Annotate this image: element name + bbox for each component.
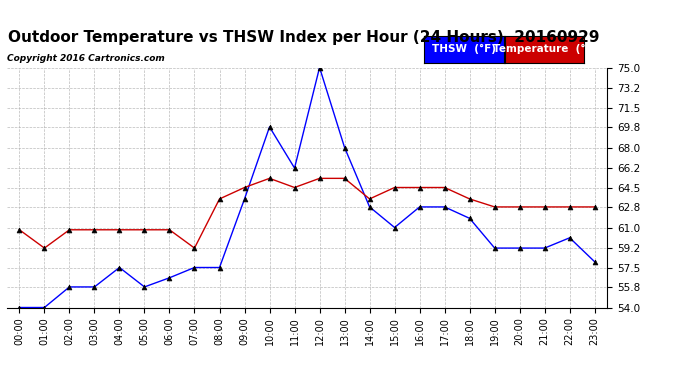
Text: THSW  (°F): THSW (°F) [432,44,496,54]
Text: Copyright 2016 Cartronics.com: Copyright 2016 Cartronics.com [7,54,165,63]
Text: Outdoor Temperature vs THSW Index per Hour (24 Hours)  20160929: Outdoor Temperature vs THSW Index per Ho… [8,30,600,45]
Text: Temperature  (°F): Temperature (°F) [493,44,597,54]
